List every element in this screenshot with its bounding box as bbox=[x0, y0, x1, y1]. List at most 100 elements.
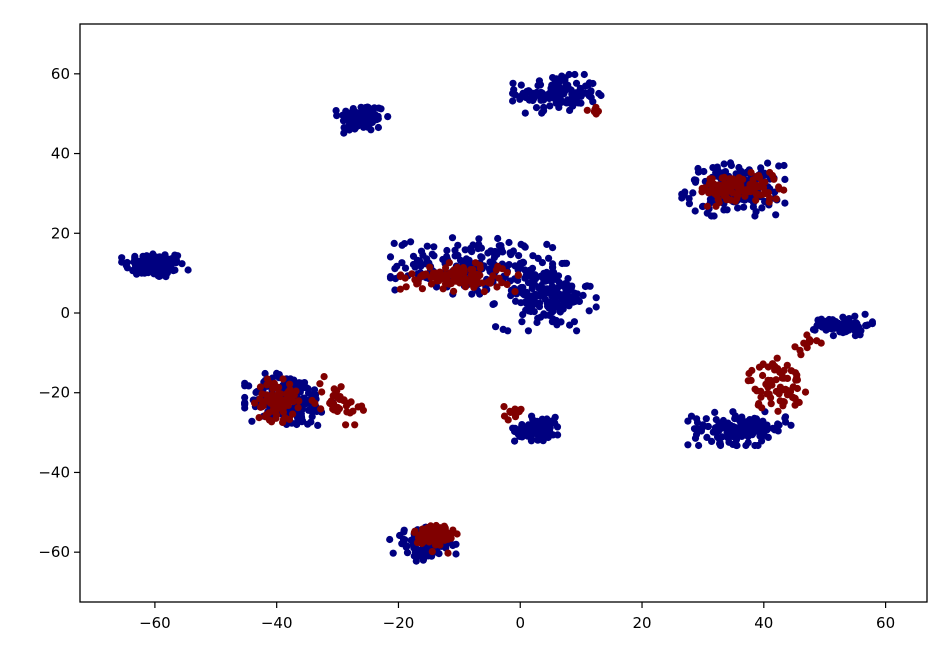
data-point bbox=[526, 88, 534, 96]
data-point bbox=[279, 408, 287, 416]
data-point bbox=[449, 541, 457, 550]
data-point bbox=[747, 376, 755, 384]
data-point bbox=[428, 548, 436, 556]
data-point bbox=[516, 93, 524, 101]
data-point bbox=[787, 367, 796, 375]
data-point bbox=[510, 437, 519, 445]
data-point bbox=[536, 290, 545, 298]
data-point bbox=[698, 184, 706, 192]
data-point bbox=[469, 278, 477, 287]
data-point bbox=[265, 409, 273, 417]
data-point bbox=[793, 371, 801, 379]
data-point bbox=[532, 425, 540, 433]
data-point bbox=[555, 103, 563, 111]
data-point bbox=[486, 258, 494, 266]
data-point bbox=[131, 252, 139, 260]
data-point bbox=[583, 106, 591, 114]
data-point bbox=[542, 277, 550, 285]
data-point bbox=[377, 105, 385, 113]
x-tick-label: −60 bbox=[139, 614, 171, 632]
data-point bbox=[545, 311, 553, 319]
data-point bbox=[553, 287, 561, 295]
data-point bbox=[813, 322, 821, 330]
data-point bbox=[476, 264, 484, 272]
data-point bbox=[511, 424, 519, 432]
data-point bbox=[534, 436, 542, 444]
data-point bbox=[734, 175, 742, 184]
data-point bbox=[386, 253, 395, 261]
data-point bbox=[332, 107, 340, 115]
data-point bbox=[386, 535, 394, 544]
data-point bbox=[507, 408, 515, 416]
data-point bbox=[760, 430, 768, 438]
data-point bbox=[861, 310, 869, 318]
data-point bbox=[399, 540, 407, 548]
y-tick-label: −60 bbox=[38, 543, 70, 561]
data-point bbox=[517, 299, 525, 307]
data-point bbox=[549, 260, 557, 268]
data-point bbox=[580, 70, 588, 79]
data-point bbox=[364, 115, 372, 123]
data-point bbox=[548, 292, 556, 300]
data-point bbox=[318, 388, 326, 396]
data-point bbox=[241, 404, 249, 412]
data-point bbox=[526, 425, 535, 434]
data-point bbox=[498, 279, 506, 287]
data-point bbox=[559, 86, 567, 94]
data-point bbox=[443, 246, 451, 255]
data-point bbox=[500, 403, 508, 411]
data-point bbox=[330, 391, 338, 399]
data-point bbox=[768, 171, 777, 180]
data-point bbox=[757, 393, 765, 401]
data-point bbox=[763, 390, 771, 398]
data-point bbox=[412, 545, 420, 554]
data-point bbox=[500, 412, 509, 420]
data-point bbox=[516, 432, 524, 440]
data-point bbox=[286, 380, 294, 388]
data-point bbox=[729, 408, 737, 416]
data-point bbox=[534, 254, 542, 262]
data-point bbox=[261, 369, 269, 378]
data-point bbox=[539, 437, 547, 445]
data-point bbox=[518, 318, 526, 326]
data-point bbox=[779, 398, 788, 406]
data-point bbox=[469, 241, 477, 249]
data-point bbox=[290, 391, 298, 399]
data-point bbox=[772, 195, 780, 203]
data-point bbox=[787, 421, 795, 429]
data-point bbox=[448, 234, 457, 242]
x-tick-label: −20 bbox=[383, 614, 415, 632]
data-point bbox=[357, 109, 365, 117]
data-point bbox=[467, 266, 475, 274]
data-point bbox=[342, 421, 350, 429]
data-point bbox=[793, 384, 802, 393]
data-point bbox=[699, 421, 707, 429]
x-tick-label: 40 bbox=[754, 614, 773, 632]
data-point bbox=[282, 390, 290, 398]
data-point bbox=[295, 397, 303, 405]
data-point bbox=[256, 383, 264, 391]
data-point bbox=[564, 81, 572, 89]
data-point bbox=[402, 283, 410, 291]
data-point bbox=[493, 283, 501, 291]
data-point bbox=[281, 414, 289, 422]
data-point bbox=[396, 285, 404, 293]
data-point bbox=[416, 257, 424, 265]
data-point bbox=[752, 196, 760, 204]
data-point bbox=[803, 331, 811, 339]
data-point bbox=[475, 235, 483, 243]
data-point bbox=[540, 431, 549, 439]
data-point bbox=[585, 307, 593, 315]
data-point bbox=[767, 400, 775, 408]
data-point bbox=[349, 114, 357, 122]
data-point bbox=[509, 247, 517, 255]
data-point bbox=[791, 343, 799, 351]
data-point bbox=[775, 421, 783, 429]
data-point bbox=[559, 294, 568, 302]
data-point bbox=[755, 174, 764, 182]
data-point bbox=[521, 109, 529, 117]
data-point bbox=[713, 433, 722, 441]
data-point bbox=[540, 103, 548, 111]
data-point bbox=[178, 260, 186, 268]
data-point bbox=[534, 314, 542, 322]
